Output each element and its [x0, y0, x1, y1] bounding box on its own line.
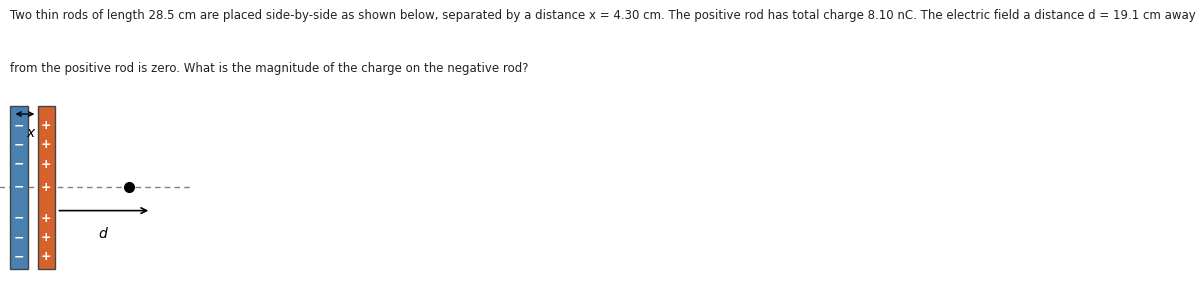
Text: +: + — [41, 181, 52, 194]
Bar — [10, 106, 28, 269]
Text: Two thin rods of length 28.5 cm are placed side-by-side as shown below, separate: Two thin rods of length 28.5 cm are plac… — [10, 9, 1195, 22]
Text: +: + — [41, 158, 52, 171]
Text: +: + — [41, 231, 52, 244]
Text: −: − — [13, 158, 24, 171]
Bar — [38, 106, 55, 269]
Text: +: + — [41, 119, 52, 132]
Text: +: + — [41, 139, 52, 151]
Text: +: + — [41, 250, 52, 264]
Text: −: − — [13, 139, 24, 151]
Text: −: − — [13, 181, 24, 194]
Text: $d$: $d$ — [98, 226, 109, 241]
Text: $x$: $x$ — [26, 126, 36, 140]
Text: from the positive rod is zero. What is the magnitude of the charge on the negati: from the positive rod is zero. What is t… — [10, 62, 528, 76]
Text: +: + — [41, 212, 52, 225]
Text: −: − — [13, 212, 24, 225]
Text: −: − — [13, 250, 24, 264]
Text: −: − — [13, 119, 24, 132]
Text: −: − — [13, 231, 24, 244]
